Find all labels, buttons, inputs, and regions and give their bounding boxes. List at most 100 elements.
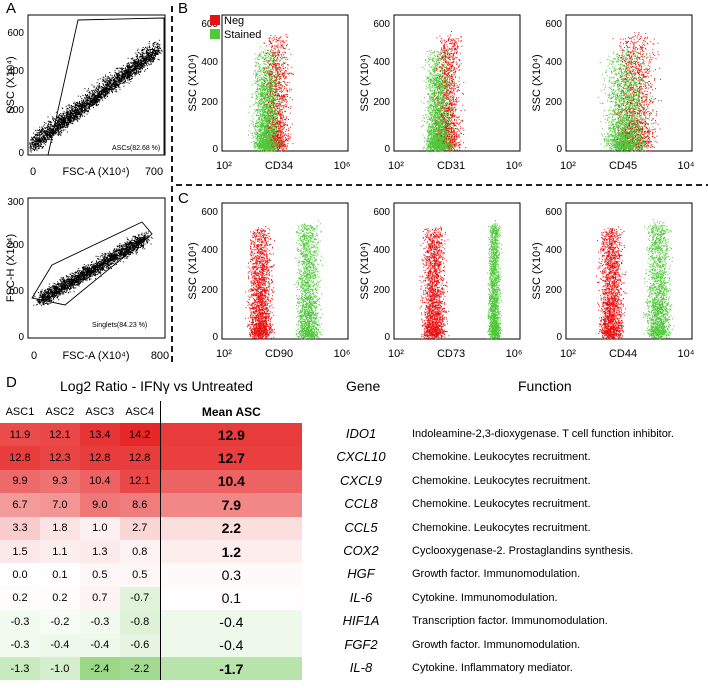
y-tick: 400 — [373, 57, 390, 68]
heat-cell: 7.0 — [39, 493, 80, 517]
heat-cell: 12.1 — [119, 469, 161, 494]
heat-cell: 3.3 — [0, 516, 40, 540]
heat-cell: 12.3 — [39, 446, 80, 470]
gene-name: HGF — [347, 566, 375, 582]
heat-cell-mean: -1.7 — [159, 656, 302, 681]
x-axis-marker-label: CD44 — [609, 348, 637, 360]
heat-cell: 0.2 — [39, 586, 80, 611]
heat-cell: -0.2 — [39, 610, 80, 634]
heat-cell: 9.0 — [79, 493, 120, 517]
scatter-dots — [597, 32, 662, 152]
scatter-points — [29, 39, 163, 153]
y-tick: 200 — [373, 285, 390, 296]
legend-label-stained: Stained — [224, 29, 261, 41]
legend-swatch-stained — [210, 29, 220, 39]
heat-cell: 13.4 — [79, 423, 120, 447]
y-tick: 0 — [384, 332, 390, 343]
col-header: ASC1 — [5, 406, 35, 418]
x-tick: 10² — [216, 348, 232, 360]
gene-function: Indoleamine-2,3-dioxygenase. T cell func… — [412, 428, 674, 440]
heat-cell: 0.5 — [79, 563, 120, 587]
heat-cell: 1.5 — [0, 539, 40, 564]
panel-letter-a: A — [6, 0, 17, 17]
gene-function: Chemokine. Leukocytes recruitment. — [412, 521, 591, 534]
x-tick: 10² — [216, 160, 232, 172]
plot-frame — [27, 197, 166, 339]
panel-letter-c: C — [178, 190, 189, 207]
table-row: 3.3 1.8 1.0 2.7 2.2 — [0, 516, 302, 540]
heat-cell: -0.3 — [0, 610, 40, 634]
scatter-points — [603, 72, 651, 152]
gene-name: HIF1A — [342, 613, 380, 629]
scatter-dots — [419, 220, 503, 340]
y-tick: 200 — [201, 285, 218, 296]
y-tick: 0 — [212, 332, 218, 343]
y-tick: 0 — [556, 144, 562, 155]
table-row: 12.8 12.3 12.8 12.8 12.7 — [0, 446, 302, 470]
heat-cell: 0.0 — [0, 563, 40, 587]
gene-name: IL-8 — [349, 660, 373, 675]
y-tick-0: 0 — [18, 332, 24, 343]
scatter-points — [597, 48, 656, 152]
heat-cell: 14.2 — [119, 423, 161, 447]
y-tick: 600 — [545, 19, 562, 30]
y-axis-label: SSC (X10⁴) — [531, 54, 543, 111]
y-tick: 400 — [201, 57, 218, 68]
x-tick: 10² — [388, 348, 404, 360]
x-tick-800: 800 — [151, 350, 169, 362]
plot-frame — [565, 202, 693, 340]
scatter-points — [487, 220, 503, 340]
y-tick: 600 — [201, 207, 218, 218]
scatter-points — [612, 32, 662, 152]
table-title: Log2 Ratio - IFNγ vs Untreated — [60, 378, 253, 394]
table-row: 6.7 7.0 9.0 8.6 7.9 — [0, 493, 302, 517]
scatter-dots — [33, 231, 153, 306]
x-tick: 10⁶ — [506, 348, 523, 360]
legend-label-neg: Neg — [224, 15, 244, 27]
heat-cell-mean: 1.2 — [159, 539, 302, 564]
y-tick: 200 — [373, 97, 390, 108]
heat-cell: -0.4 — [79, 633, 120, 657]
heat-cell: 0.2 — [0, 586, 40, 611]
col-header: ASC3 — [85, 406, 115, 418]
gene-name: FGF2 — [344, 636, 378, 652]
x-axis-label: FSC-A (X10⁴) — [62, 350, 129, 362]
heat-cell-mean: -0.4 — [159, 610, 302, 634]
y-axis-label: SSC (X10⁴) — [359, 242, 371, 299]
y-axis-label: SSC (X10⁴) — [187, 242, 199, 299]
heat-cell-mean: 7.9 — [159, 493, 302, 517]
heat-cell: 12.1 — [39, 423, 80, 447]
heat-cell: 12.8 — [0, 446, 40, 470]
y-tick-300: 300 — [7, 197, 24, 208]
gene-name: IL-6 — [349, 589, 373, 605]
heat-cell: -2.4 — [79, 656, 120, 681]
table-row: -0.3 -0.2 -0.3 -0.8 -0.4 — [0, 610, 302, 634]
y-axis-label: SSC (X10⁴) — [187, 54, 199, 111]
y-tick-400: 400 — [7, 66, 24, 77]
heat-cell: 9.3 — [39, 469, 80, 494]
gene-name: CCL5 — [344, 519, 378, 535]
x-tick: 10⁴ — [678, 160, 695, 172]
y-tick: 400 — [201, 245, 218, 256]
heat-cell: 6.7 — [0, 493, 40, 517]
gene-name: IDO1 — [345, 426, 377, 441]
col-header: ASC2 — [45, 406, 75, 418]
table-row: 11.9 12.1 13.4 14.2 12.9 — [0, 423, 302, 447]
heat-cell: 11.9 — [0, 423, 40, 447]
table-row: 9.9 9.3 10.4 12.1 10.4 — [0, 469, 302, 494]
function-header: Function — [518, 378, 572, 394]
y-tick: 600 — [373, 207, 390, 218]
heat-cell: 1.3 — [79, 539, 120, 564]
x-tick: 10⁴ — [678, 348, 695, 360]
plot-cd34: SSC (X10⁴) 600 400 200 0 10² 10⁶ CD34 — [187, 14, 350, 172]
scatter-dots — [244, 220, 324, 340]
gene-function: Cytokine. Immunomodulation. — [412, 591, 558, 604]
heat-cell-mean: 0.1 — [159, 586, 302, 611]
gene-name: CXCL9 — [340, 472, 382, 488]
x-axis-marker-label: CD90 — [265, 348, 293, 360]
heat-cell: 12.8 — [119, 446, 161, 470]
heat-cell-mean: 2.2 — [159, 516, 302, 540]
scatter-points — [596, 226, 627, 340]
plot-cd73: SSC (X10⁴) 600 400 200 0 10² 10⁶ CD73 — [359, 202, 523, 360]
y-tick: 400 — [545, 245, 562, 256]
